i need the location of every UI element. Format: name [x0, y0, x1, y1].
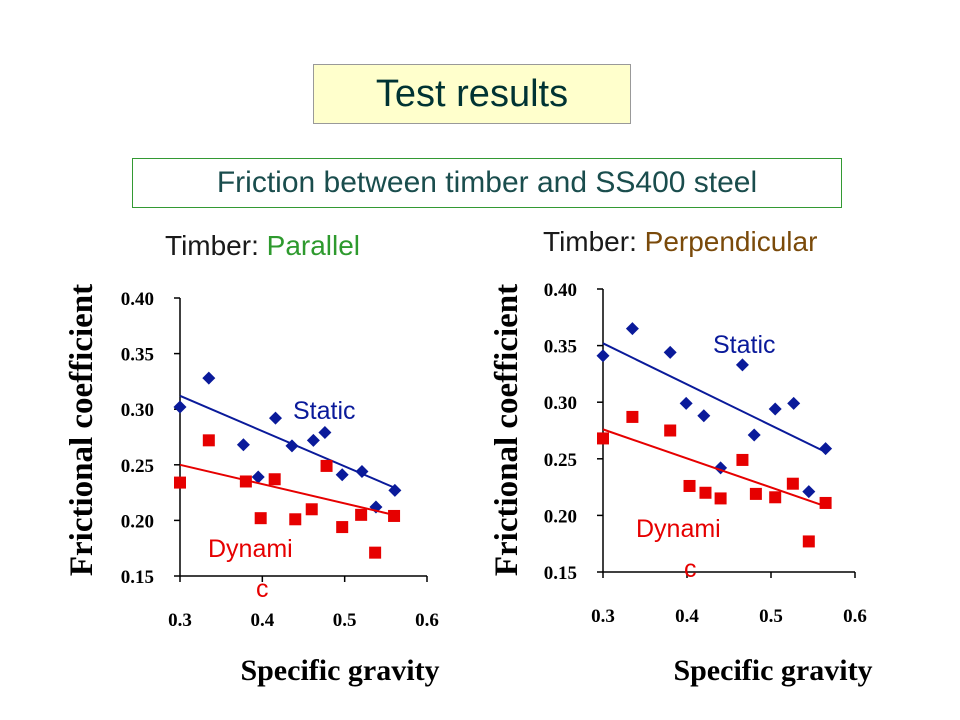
static-point	[768, 402, 782, 416]
y-tick-label: 0.25	[121, 456, 154, 477]
dynamic-trendline	[602, 428, 826, 508]
dynamic-series-label: c	[684, 555, 697, 583]
x-tick-label: 0.5	[333, 610, 357, 631]
y-tick-label: 0.35	[121, 345, 154, 366]
dynamic-point	[699, 486, 712, 499]
static-point	[735, 358, 749, 372]
dynamic-series-label: c	[256, 575, 269, 603]
dynamic-point	[369, 546, 382, 559]
page-subtitle: Friction between timber and SS400 steel	[132, 158, 842, 208]
static-point	[285, 439, 299, 453]
x-tick-label: 0.6	[415, 610, 439, 631]
static-trendline	[602, 342, 827, 453]
chart-title-perpendicular: Timber: Perpendicular	[543, 226, 817, 258]
static-point	[335, 468, 349, 482]
dynamic-point	[239, 475, 252, 488]
static-point	[355, 464, 369, 478]
x-tick-label: 0.3	[591, 606, 615, 627]
y-axis-label: Frictional coefficient	[489, 284, 525, 576]
y-tick-label: 0.25	[544, 450, 577, 471]
static-series-label: Static	[293, 397, 356, 425]
dynamic-point	[626, 410, 639, 423]
dynamic-point	[664, 424, 677, 437]
static-series-label: Static	[713, 331, 776, 359]
dynamic-point	[174, 476, 186, 489]
dynamic-point	[736, 453, 749, 466]
x-tick-label: 0.4	[675, 606, 699, 627]
dynamic-trendline	[179, 463, 399, 517]
static-point	[202, 371, 216, 385]
y-tick-label: 0.35	[544, 337, 577, 358]
x-tick-label: 0.6	[843, 606, 867, 627]
chart-title-word: Perpendicular	[644, 226, 818, 257]
static-point	[625, 322, 639, 336]
dynamic-point	[320, 459, 333, 472]
y-tick-label: 0.30	[121, 400, 154, 421]
static-point	[787, 396, 801, 410]
static-point	[306, 433, 320, 447]
y-tick-label: 0.20	[544, 506, 577, 527]
static-point	[236, 438, 250, 452]
static-point	[819, 442, 833, 456]
dynamic-point	[388, 509, 401, 522]
dynamic-point	[305, 503, 318, 516]
dynamic-point	[683, 479, 696, 492]
static-point	[369, 500, 383, 514]
y-tick-label: 0.15	[121, 567, 154, 588]
static-point	[747, 428, 761, 442]
page-title: Test results	[313, 64, 631, 124]
x-tick-label: 0.4	[250, 610, 274, 631]
y-tick-label: 0.40	[544, 280, 577, 301]
dynamic-series-label: Dynami	[636, 515, 721, 543]
dynamic-point	[268, 473, 281, 486]
static-point	[173, 400, 187, 414]
dynamic-point	[786, 477, 799, 490]
dynamic-series-label: Dynami	[208, 535, 293, 563]
dynamic-point	[749, 487, 762, 500]
static-point	[663, 345, 677, 359]
static-point	[596, 349, 610, 363]
dynamic-point	[355, 508, 368, 521]
x-tick-label: 0.5	[759, 606, 783, 627]
dynamic-point	[254, 512, 267, 525]
dynamic-point	[202, 434, 215, 447]
dynamic-point	[597, 432, 609, 445]
static-point	[697, 409, 711, 423]
x-axis-label: Specific gravity	[673, 654, 872, 687]
dynamic-point	[289, 513, 302, 526]
y-tick-label: 0.20	[121, 511, 154, 532]
x-tick-label: 0.3	[168, 610, 192, 631]
static-point	[802, 485, 816, 499]
dynamic-point	[769, 491, 782, 504]
static-point	[679, 396, 693, 410]
y-tick-label: 0.40	[121, 289, 154, 310]
chart-title-parallel: Timber: Parallel	[165, 230, 360, 262]
y-tick-label: 0.15	[544, 563, 577, 584]
static-point	[269, 411, 283, 425]
static-point	[388, 483, 402, 497]
y-tick-label: 0.30	[544, 393, 577, 414]
chart-title-word: Parallel	[266, 230, 361, 261]
dynamic-point	[336, 521, 349, 534]
static-point	[318, 426, 332, 440]
chart-title-prefix: Timber:	[165, 230, 267, 261]
dynamic-point	[819, 496, 832, 509]
dynamic-point	[802, 535, 815, 548]
chart-title-prefix: Timber:	[543, 226, 645, 257]
dynamic-point	[714, 492, 727, 505]
x-axis-label: Specific gravity	[240, 654, 439, 687]
static-point	[251, 470, 265, 484]
y-axis-label: Frictional coefficient	[64, 284, 100, 576]
